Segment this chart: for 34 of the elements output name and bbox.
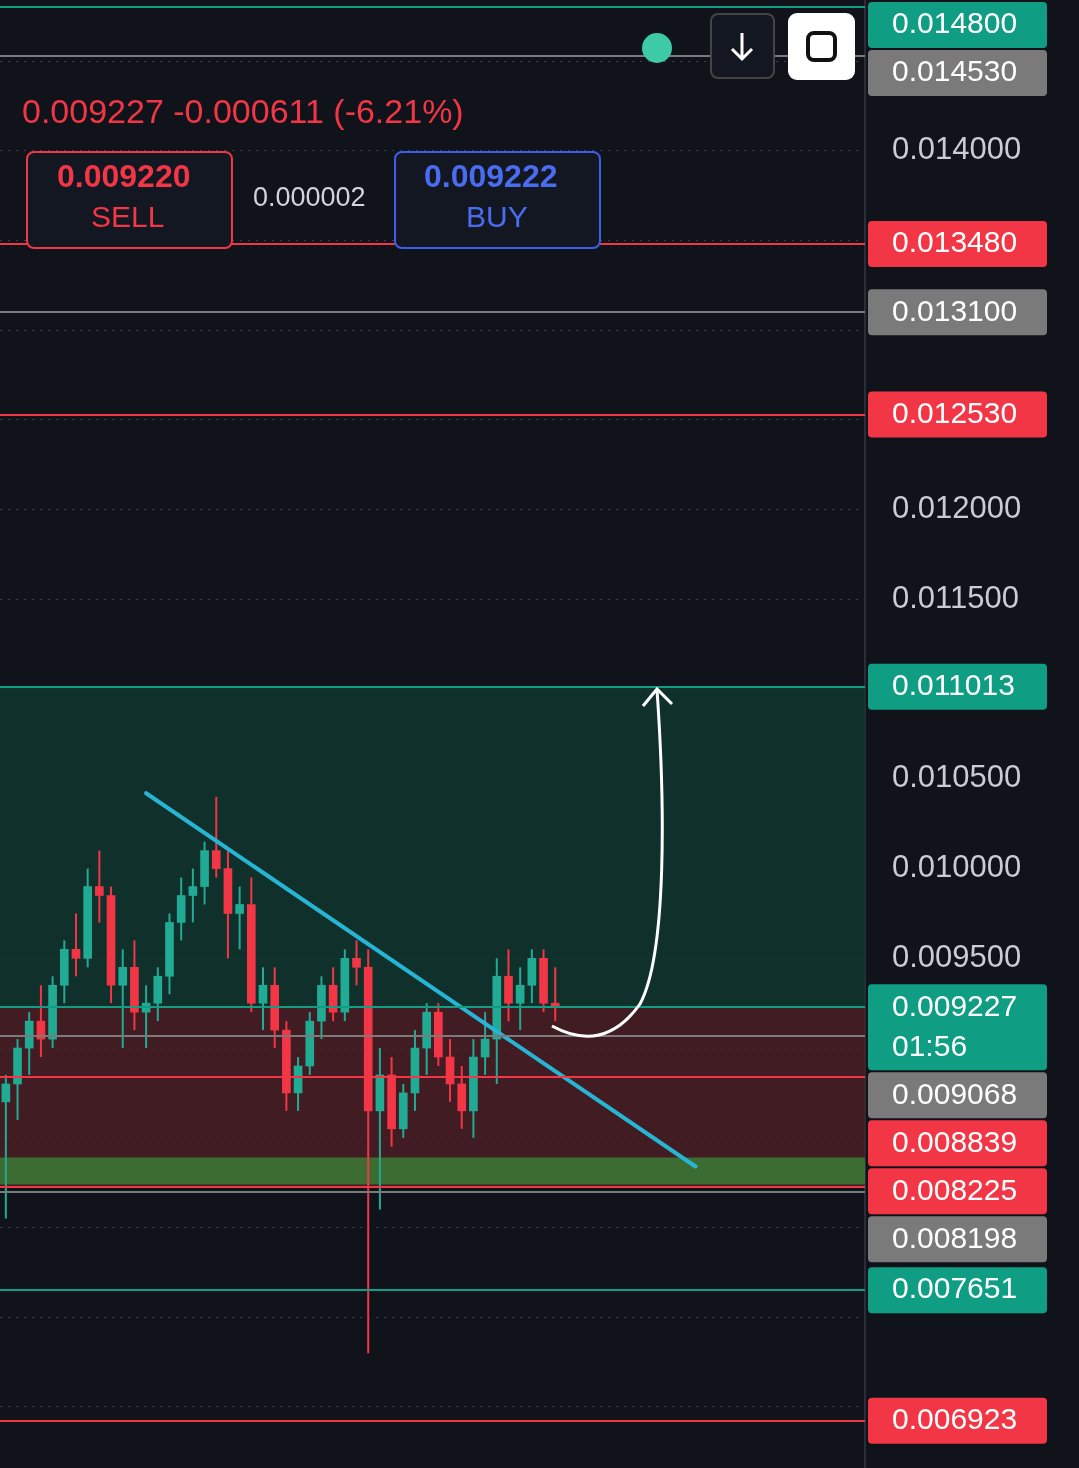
candlestick [211, 795, 221, 879]
annotation: 0.009220 [57, 158, 191, 195]
y-tick-label: 0.010000 [892, 849, 1022, 885]
ref-line-label: 0.008839 [892, 1124, 1018, 1158]
ref-line-label: 0.007651 [892, 1271, 1018, 1305]
candlestick [95, 849, 104, 924]
ref-line-label: 0.011013 [892, 668, 1015, 702]
y-tick-label: 0.012000 [892, 490, 1022, 526]
ref-line-label: 0.008225 [892, 1172, 1018, 1206]
ref-line-label: 0.009227 01:56 [892, 988, 1018, 1062]
ref-line-label: 0.013100 [892, 293, 1018, 327]
y-tick-label: 0.011500 [892, 579, 1019, 615]
ref-line-label: 0.014800 [892, 6, 1018, 40]
candlestick [235, 885, 244, 951]
ref-line-label: 0.014530 [892, 54, 1018, 88]
candlestick [188, 867, 198, 924]
annotation: 0.009222 [424, 158, 558, 195]
ref-line-label: 0.012530 [892, 395, 1018, 429]
candlestick [352, 939, 361, 987]
candlestick [118, 948, 128, 1050]
annotation: 0.009227 -0.000611 (-6.21%) [22, 92, 464, 131]
annotation: BUY [466, 200, 528, 234]
candlestick [258, 966, 268, 1032]
ref-line-label: 0.006923 [892, 1402, 1018, 1436]
annotation: SELL [91, 200, 165, 234]
y-tick-label: 0.014000 [892, 131, 1022, 167]
y-tick-label: 0.009500 [892, 938, 1022, 974]
ref-line-label: 0.013480 [892, 225, 1018, 259]
ref-line-label: 0.008198 [892, 1220, 1018, 1254]
ref-line-label: 0.009068 [892, 1076, 1018, 1110]
candlestick [515, 966, 525, 1032]
annotation: 0.000002 [253, 182, 366, 213]
y-tick-label: 0.010500 [892, 759, 1022, 795]
candlestick [71, 912, 81, 978]
